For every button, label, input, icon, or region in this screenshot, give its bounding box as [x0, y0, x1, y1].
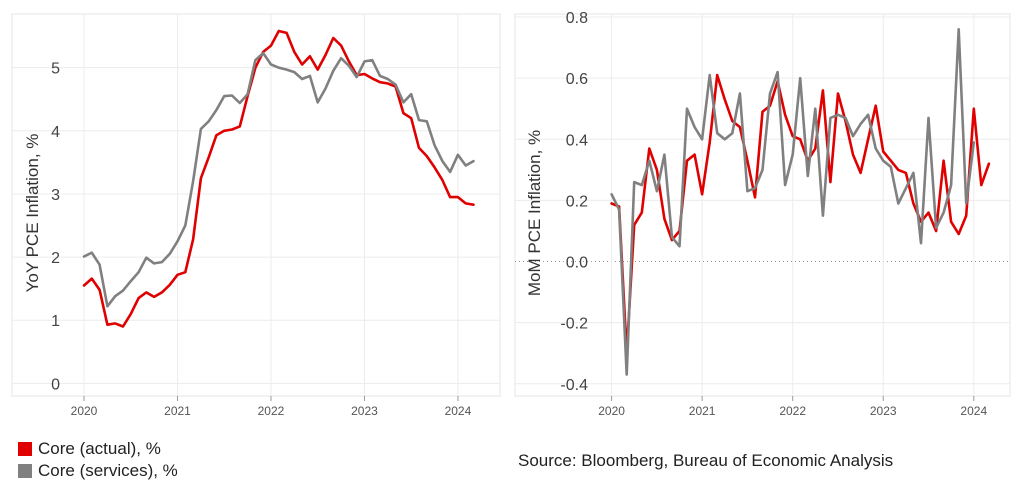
plot-frame [514, 13, 1011, 397]
y-tick-label: 0.8 [566, 10, 588, 27]
source-note: Source: Bloomberg, Bureau of Economic An… [518, 451, 894, 470]
x-tick-label: 2023 [351, 404, 378, 418]
y-tick-label: 0.0 [566, 255, 588, 272]
y-tick-label: 2 [51, 250, 60, 267]
series-line-services [610, 27, 976, 376]
legend-swatch-services [18, 464, 32, 478]
y-tick-label: -0.4 [560, 377, 588, 394]
plot-frame [11, 13, 501, 397]
legend-item-services: Core (services), % [18, 460, 178, 482]
x-tick-label: 2021 [164, 404, 191, 418]
legend-label-actual: Core (actual), % [38, 439, 161, 458]
y-axis-label: YoY PCE Inflation, % [23, 134, 42, 293]
y-tick-label: 0 [51, 376, 60, 393]
x-tick-label: 2020 [71, 404, 98, 418]
y-tick-label: 0.6 [566, 71, 588, 88]
x-tick-label: 2020 [598, 404, 625, 418]
y-axis-label: MoM PCE Inflation, % [525, 130, 544, 296]
y-tick-label: 3 [51, 187, 60, 204]
legend-swatch-actual [18, 442, 32, 456]
x-tick-label: 2021 [689, 404, 716, 418]
series-line-actual [610, 73, 991, 355]
y-tick-label: -0.2 [560, 316, 588, 333]
y-tick-label: 5 [51, 61, 60, 78]
y-tick-label: 4 [51, 124, 60, 141]
chart-yoy: 0 1 2 3 4 5 2020 2021 2022 2023 2024 YoY PCE Inflat… [11, 13, 501, 418]
series-line-services [82, 51, 475, 308]
legend: Core (actual), % Core (services), % [18, 438, 178, 482]
x-tick-label: 2022 [779, 404, 806, 418]
y-tick-label: 0.4 [566, 132, 588, 149]
x-tick-label: 2023 [870, 404, 897, 418]
y-tick-label: 0.2 [566, 193, 588, 210]
legend-item-actual: Core (actual), % [18, 438, 178, 460]
chart-mom: -0.4 -0.2 0.0 0.2 0.4 0.6 0.8 2020 2021 2022 2023 2… [514, 10, 1011, 418]
x-tick-label: 2024 [960, 404, 987, 418]
legend-label-services: Core (services), % [38, 461, 178, 480]
charts-canvas: 0 1 2 3 4 5 2020 2021 2022 2023 2024 YoY PCE Inflat… [11, 10, 1011, 418]
x-tick-label: 2022 [258, 404, 285, 418]
x-tick-label: 2024 [445, 404, 472, 418]
y-tick-label: 1 [51, 313, 60, 330]
series-line-actual [82, 29, 475, 328]
